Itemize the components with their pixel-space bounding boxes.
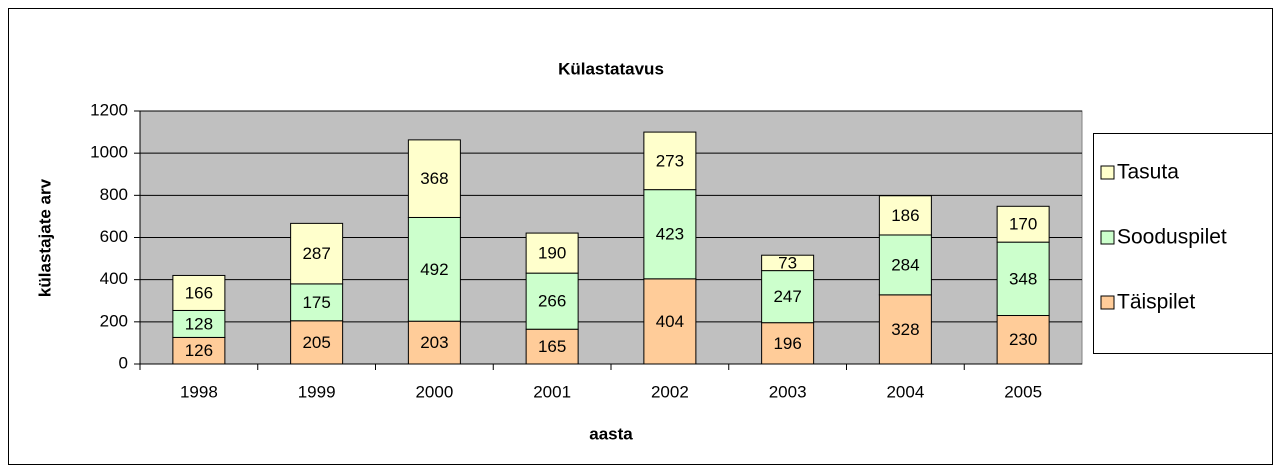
bar-segment xyxy=(643,131,697,191)
bar-segment xyxy=(407,139,461,218)
bar-segment xyxy=(761,270,815,324)
bar-segment xyxy=(878,234,932,296)
y-tick-label: 1200 xyxy=(90,100,128,119)
data-label: 348 xyxy=(1009,269,1037,288)
data-label: 186 xyxy=(891,206,919,225)
chart-title: Külastatavus xyxy=(558,59,664,78)
bar-segment xyxy=(525,272,579,330)
legend-swatch xyxy=(1100,165,1115,180)
data-label: 166 xyxy=(185,283,213,302)
y-tick-label: 200 xyxy=(100,311,128,330)
y-tick-label: 400 xyxy=(100,269,128,288)
bar-segment xyxy=(996,205,1050,243)
y-axis-label: külastajate arv xyxy=(35,178,54,297)
data-label: 203 xyxy=(420,333,448,352)
bar-segment xyxy=(996,315,1050,365)
data-label: 404 xyxy=(656,312,684,331)
bar-segment xyxy=(172,274,226,311)
data-label: 196 xyxy=(773,334,801,353)
bar-segment xyxy=(525,328,579,365)
data-label: 165 xyxy=(538,337,566,356)
x-axis-label: aasta xyxy=(589,424,633,443)
x-tick-label: 2003 xyxy=(769,382,807,401)
bar-segment xyxy=(290,222,344,285)
data-label: 328 xyxy=(891,320,919,339)
data-label: 126 xyxy=(185,341,213,360)
legend-swatch xyxy=(1100,295,1115,310)
legend-label: Tasuta xyxy=(1117,161,1179,184)
bar-segment xyxy=(407,216,461,322)
data-label: 273 xyxy=(656,151,684,170)
data-label: 128 xyxy=(185,314,213,333)
bar-segment xyxy=(878,195,932,236)
legend-swatch xyxy=(1100,230,1115,245)
bar-segment xyxy=(525,232,579,274)
x-tick-label: 2004 xyxy=(886,382,924,401)
legend-label: Sooduspilet xyxy=(1117,226,1227,249)
x-tick-label: 1999 xyxy=(298,382,336,401)
data-label: 175 xyxy=(302,293,330,312)
y-tick-label: 800 xyxy=(100,185,128,204)
bar-segment xyxy=(172,336,226,365)
bar-segment xyxy=(996,241,1050,317)
data-label: 73 xyxy=(778,253,797,272)
x-tick-label: 2000 xyxy=(415,382,453,401)
data-label: 190 xyxy=(538,244,566,263)
y-tick-label: 0 xyxy=(119,353,128,372)
bar-segment xyxy=(761,254,815,272)
legend-label: Täispilet xyxy=(1117,291,1195,314)
bar-segment xyxy=(643,189,697,280)
data-label: 287 xyxy=(302,244,330,263)
data-label: 266 xyxy=(538,292,566,311)
data-label: 205 xyxy=(302,333,330,352)
data-label: 284 xyxy=(891,255,919,274)
x-tick-label: 1998 xyxy=(180,382,218,401)
bar-segment xyxy=(761,322,815,365)
data-label: 170 xyxy=(1009,215,1037,234)
bar-segment xyxy=(407,320,461,365)
bar-segment xyxy=(290,320,344,365)
x-tick-label: 2005 xyxy=(1004,382,1042,401)
data-label: 423 xyxy=(656,225,684,244)
bar-segment xyxy=(878,294,932,365)
data-label: 492 xyxy=(420,260,448,279)
bar-segment xyxy=(643,278,697,365)
y-tick-label: 600 xyxy=(100,227,128,246)
x-tick-label: 2001 xyxy=(533,382,571,401)
data-label: 368 xyxy=(420,169,448,188)
legend xyxy=(1093,133,1273,354)
y-tick-label: 1000 xyxy=(90,143,128,162)
data-label: 230 xyxy=(1009,330,1037,349)
data-label: 247 xyxy=(773,287,801,306)
x-tick-label: 2002 xyxy=(651,382,689,401)
bar-segment xyxy=(172,309,226,338)
